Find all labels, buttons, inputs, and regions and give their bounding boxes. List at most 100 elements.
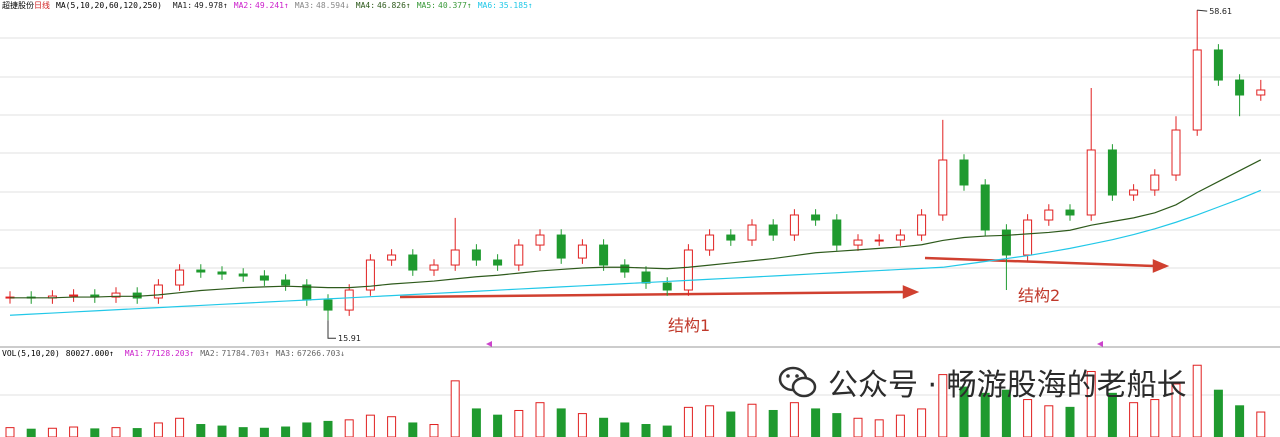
volume-bar — [387, 416, 397, 437]
candle-body — [556, 234, 566, 259]
volume-bar — [895, 414, 905, 437]
candle-body — [471, 249, 481, 261]
volume-bar — [323, 420, 333, 437]
candle-body — [599, 244, 609, 266]
volume-bar — [853, 417, 863, 437]
price-pointer — [327, 320, 336, 339]
candle-body — [1235, 79, 1245, 96]
volume-bar — [980, 392, 990, 437]
indicator-name: MA4: — [355, 1, 376, 10]
grid — [0, 37, 1280, 396]
volume-bar — [1065, 406, 1075, 437]
volume-bar — [344, 419, 354, 437]
ma-line — [9, 189, 1262, 316]
candle-body — [493, 259, 503, 266]
volume-bar — [705, 405, 715, 437]
indicator-name: MA1: — [172, 1, 193, 10]
indicator-name: MA5: — [416, 1, 436, 10]
low-price-label: 15.91 — [338, 334, 361, 343]
indicator-reading: 77128.203↑ — [146, 349, 195, 358]
candle-body — [641, 271, 651, 284]
candle-body — [959, 159, 969, 186]
indicator-name: MA1: — [124, 349, 145, 358]
candle-body — [853, 239, 863, 246]
volume-bar — [641, 424, 651, 437]
volume-bar — [450, 380, 460, 437]
volume-bar — [196, 424, 206, 437]
volume-bar — [556, 408, 566, 437]
candle-body — [323, 299, 333, 311]
candle-body — [768, 224, 778, 236]
indicator: MA(5,10,20,60,120,250) — [56, 1, 162, 10]
candle-body — [811, 214, 821, 221]
volume-bar — [1129, 402, 1139, 437]
volume-bar — [768, 409, 778, 437]
volume-bar — [217, 425, 227, 437]
indicator-reading: 49.978↑ — [194, 1, 228, 10]
volume-bar — [111, 427, 121, 437]
wechat-icon — [778, 366, 817, 398]
volume-bar — [429, 424, 439, 437]
candle-body — [387, 254, 397, 261]
volume-bar — [281, 426, 291, 437]
candle-body — [408, 254, 418, 271]
watermark-text: 公众号 · 畅游股海的老船长 — [828, 368, 1187, 403]
indicator-reading: 40.377↑ — [438, 1, 472, 10]
volume-bar — [747, 403, 757, 437]
volume-bar — [535, 402, 545, 437]
volume-bar — [153, 422, 163, 437]
candle-body — [1213, 49, 1223, 81]
volume-bar — [811, 408, 821, 437]
volume-bar — [1001, 389, 1011, 437]
ma-line — [10, 159, 1262, 299]
candle-body — [365, 259, 375, 291]
indicator-name: MA2: — [200, 349, 220, 358]
volume-bar — [408, 422, 418, 437]
volume-bar — [514, 409, 524, 437]
indicator-name: MA6: — [477, 1, 497, 10]
high-price-label: 58.61 — [1209, 7, 1232, 16]
candle-body — [747, 224, 757, 241]
candle-body — [153, 284, 163, 299]
candle-body — [832, 219, 842, 246]
candle-body — [938, 159, 948, 216]
candle-body — [789, 214, 799, 236]
volume-bar — [302, 422, 312, 437]
candle-body — [662, 282, 672, 291]
indicator-reading: 48.594↓ — [316, 1, 350, 10]
candle-body — [1150, 174, 1160, 191]
period: 日线 — [34, 1, 50, 10]
volume-bar — [1107, 392, 1117, 437]
candle-body — [705, 234, 715, 251]
candle-body — [1107, 149, 1117, 196]
candle-body — [1171, 129, 1181, 176]
volume-title: VOL(5,10,20) — [2, 349, 60, 358]
candle-body — [1065, 209, 1075, 216]
watermark: 公众号 · 畅游股海的老船长 — [778, 360, 1187, 404]
candle-body — [514, 244, 524, 266]
volume-bar — [938, 374, 948, 437]
volume-bar — [493, 414, 503, 437]
indicator-reading: 46.826↑ — [377, 1, 411, 10]
volume-header: VOL(5,10,20) 80027.000↑ MA1: 77128.203↑ MA2… — [2, 349, 351, 359]
candle-body — [577, 244, 587, 259]
indicator-name: MA3: — [275, 349, 295, 358]
volume-bar — [1150, 399, 1160, 437]
indicator-reading: 35.185↑ — [498, 1, 533, 10]
candle-body — [450, 249, 460, 266]
volume-bar — [47, 427, 57, 437]
volume-bar — [1213, 389, 1223, 437]
arrow-head — [902, 285, 920, 299]
volume-bar — [577, 413, 587, 437]
candle-body — [281, 279, 291, 286]
volume-bar — [1023, 399, 1033, 437]
volume-bar — [259, 427, 269, 437]
volume-bar — [874, 419, 884, 437]
indicator-name: MA3: — [294, 1, 315, 10]
volume-bar — [471, 408, 481, 437]
volume-bar — [175, 417, 185, 437]
candle-body — [1192, 49, 1202, 131]
volume-bar — [238, 427, 248, 437]
volume-bar — [1192, 364, 1202, 437]
volume-bar — [90, 428, 100, 437]
